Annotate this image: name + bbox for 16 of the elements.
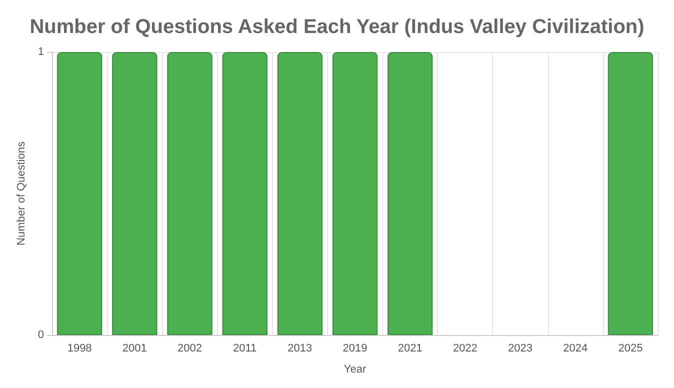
x-tick-label: 2025 — [618, 342, 643, 354]
x-tick-label: 2011 — [233, 342, 257, 354]
x-tick-label: 2002 — [178, 342, 202, 354]
x-tick-label: 1998 — [67, 342, 92, 354]
x-tick-label: 2019 — [342, 342, 368, 354]
y-tick-label: 1 — [38, 46, 44, 58]
x-tick-label: 2023 — [508, 342, 533, 354]
x-tick-label: 2013 — [288, 342, 312, 354]
x-tick-label: 2022 — [452, 342, 478, 354]
x-tick-label: 2024 — [563, 342, 588, 354]
chart-title: Number of Questions Asked Each Year (Indus Valley Civilization) — [30, 16, 644, 38]
y-tick-label: 0 — [38, 329, 44, 341]
x-tick-label: 2021 — [398, 342, 422, 354]
y-axis-title: Number of Questions — [16, 141, 28, 246]
x-axis-title: Year — [344, 364, 366, 376]
x-tick-label: 2001 — [122, 342, 147, 354]
